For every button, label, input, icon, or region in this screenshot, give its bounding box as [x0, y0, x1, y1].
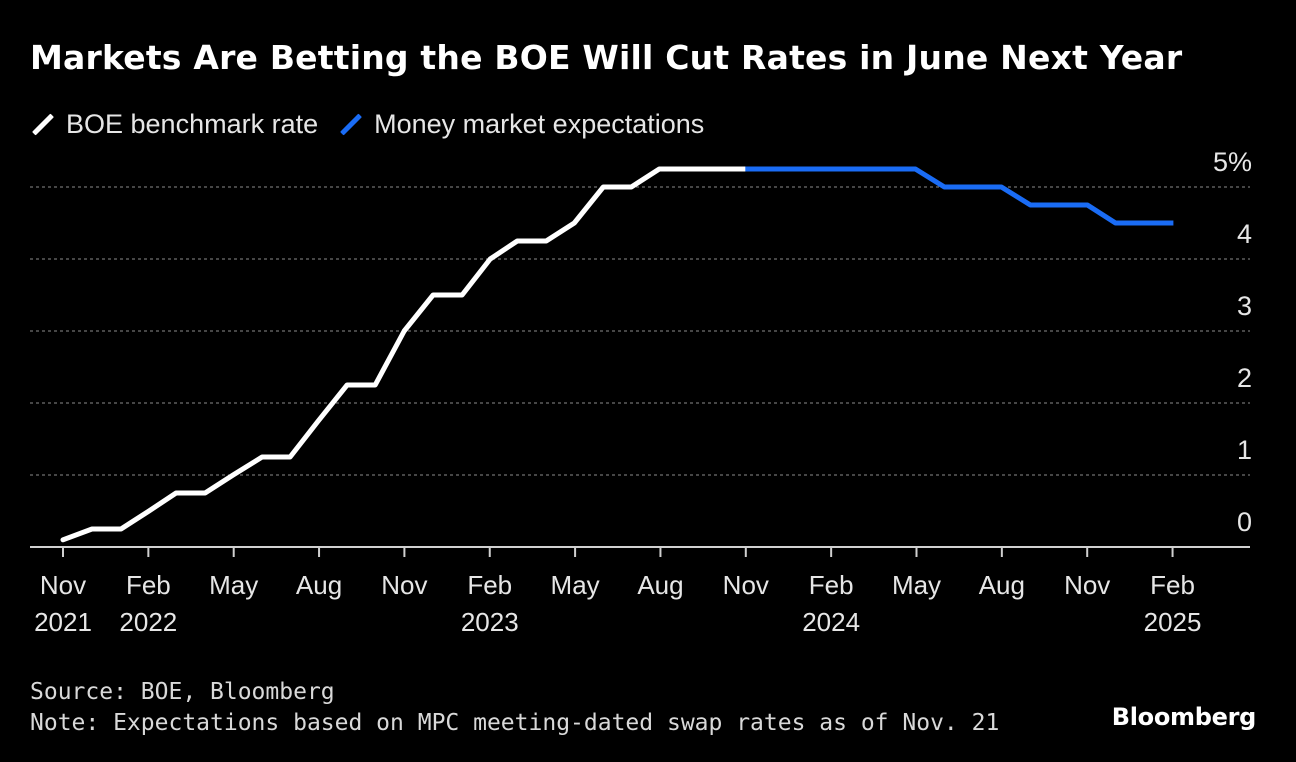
- x-tick-year-label: 2024: [802, 607, 860, 637]
- legend-label-boe-rate: BOE benchmark rate: [66, 108, 319, 139]
- chart-footer: Source: BOE, Bloomberg Note: Expectation…: [30, 677, 999, 739]
- x-tick-label: Feb: [1150, 570, 1195, 600]
- legend-label-market-expectations: Money market expectations: [374, 108, 705, 139]
- x-tick-label: May: [209, 570, 258, 600]
- legend-item-boe-rate: BOE benchmark rate: [30, 109, 318, 140]
- x-tick-year-label: 2025: [1144, 607, 1202, 637]
- x-tick-label: Aug: [979, 570, 1025, 600]
- x-tick-label: Aug: [637, 570, 683, 600]
- y-tick-label: 3: [1237, 291, 1252, 321]
- y-tick-label: 4: [1237, 219, 1252, 249]
- legend-item-market-expectations: Money market expectations: [338, 109, 704, 140]
- x-tick-label: Feb: [126, 570, 171, 600]
- y-tick-label: 2: [1237, 363, 1252, 393]
- methodology-note: Note: Expectations based on MPC meeting-…: [30, 710, 1000, 736]
- series-line-market-expectations: [745, 166, 1174, 226]
- x-tick-label: Nov: [381, 570, 427, 600]
- chart-title: Markets Are Betting the BOE Will Cut Rat…: [30, 38, 1183, 77]
- x-tick-label: Nov: [1064, 570, 1110, 600]
- x-tick-label: Feb: [809, 570, 854, 600]
- chart-legend: BOE benchmark rate Money market expectat…: [30, 106, 704, 142]
- series-line-boe-rate: [60, 166, 748, 543]
- y-tick-label: 1: [1237, 435, 1252, 465]
- bloomberg-logo: Bloomberg: [1111, 703, 1257, 731]
- x-tick-label: Aug: [296, 570, 342, 600]
- source-note: Source: BOE, Bloomberg: [30, 679, 335, 705]
- x-tick-label: May: [551, 570, 600, 600]
- x-tick-year-label: 2022: [119, 607, 177, 637]
- x-tick-label: Nov: [723, 570, 769, 600]
- y-tick-label: 0: [1237, 507, 1252, 537]
- y-tick-label: 5%: [1213, 147, 1252, 177]
- x-tick-label: May: [892, 570, 941, 600]
- x-tick-year-label: 2021: [34, 607, 92, 637]
- x-tick-year-label: 2023: [461, 607, 519, 637]
- x-tick-label: Nov: [40, 570, 86, 600]
- x-tick-label: Feb: [467, 570, 512, 600]
